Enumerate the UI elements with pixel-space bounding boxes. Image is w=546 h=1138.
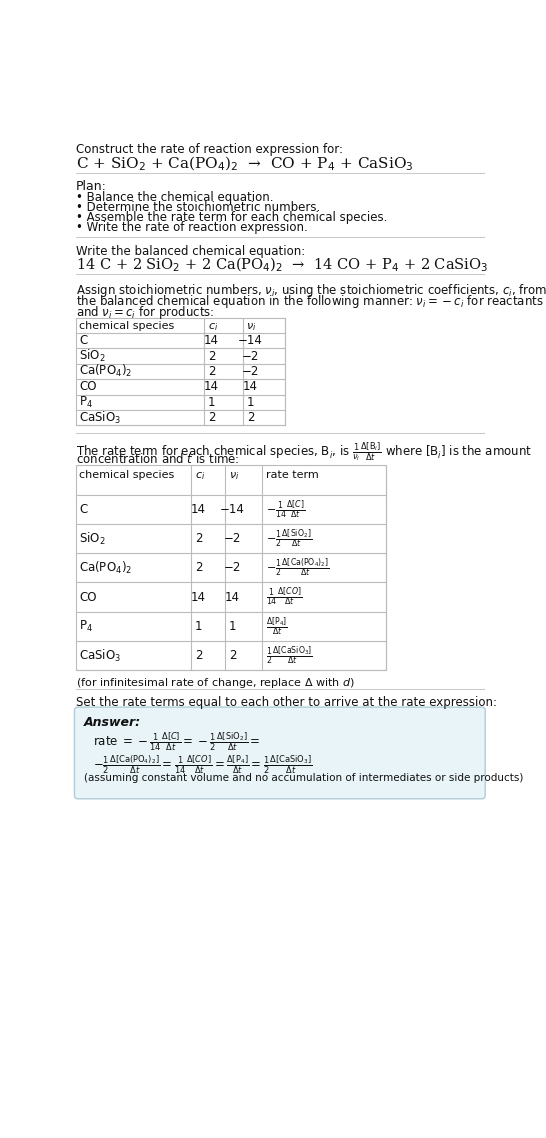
Text: rate term: rate term bbox=[266, 470, 319, 480]
Text: C: C bbox=[79, 503, 87, 516]
Text: 14: 14 bbox=[191, 503, 206, 516]
Text: $\frac{1}{14}\frac{\Delta[CO]}{\Delta t}$: $\frac{1}{14}\frac{\Delta[CO]}{\Delta t}… bbox=[266, 586, 302, 609]
Text: SiO$_2$: SiO$_2$ bbox=[79, 348, 105, 364]
Text: $\nu_i$: $\nu_i$ bbox=[246, 321, 257, 333]
Text: and $\nu_i = c_i$ for products:: and $\nu_i = c_i$ for products: bbox=[76, 304, 215, 321]
Text: • Write the rate of reaction expression.: • Write the rate of reaction expression. bbox=[76, 221, 308, 234]
Text: the balanced chemical equation in the following manner: $\nu_i = -c_i$ for react: the balanced chemical equation in the fo… bbox=[76, 292, 544, 310]
Text: rate $= -\frac{1}{14}\frac{\Delta[C]}{\Delta t} = -\frac{1}{2}\frac{\Delta[\math: rate $= -\frac{1}{14}\frac{\Delta[C]}{\D… bbox=[93, 731, 260, 752]
Text: $-\frac{1}{2}\frac{\Delta[\mathrm{Ca(PO}_4)_2]}{\Delta t} = \frac{1}{14}\frac{\D: $-\frac{1}{2}\frac{\Delta[\mathrm{Ca(PO}… bbox=[93, 753, 313, 776]
Text: Assign stoichiometric numbers, $\nu_i$, using the stoichiometric coefficients, $: Assign stoichiometric numbers, $\nu_i$, … bbox=[76, 282, 546, 299]
Text: −2: −2 bbox=[224, 531, 241, 545]
Text: 14: 14 bbox=[204, 335, 219, 347]
Bar bbox=[76, 318, 285, 426]
Text: CO: CO bbox=[79, 380, 97, 394]
Text: CO: CO bbox=[79, 591, 97, 603]
Text: 14 C + 2 SiO$_2$ + 2 Ca(PO$_4$)$_2$  →  14 CO + P$_4$ + 2 CaSiO$_3$: 14 C + 2 SiO$_2$ + 2 Ca(PO$_4$)$_2$ → 14… bbox=[76, 256, 488, 274]
Text: $c_i$: $c_i$ bbox=[207, 321, 218, 333]
Text: 14: 14 bbox=[225, 591, 240, 603]
Text: CaSiO$_3$: CaSiO$_3$ bbox=[79, 410, 121, 426]
Text: 1: 1 bbox=[195, 620, 202, 633]
Text: • Determine the stoichiometric numbers.: • Determine the stoichiometric numbers. bbox=[76, 201, 321, 214]
Text: 2: 2 bbox=[195, 561, 202, 575]
Text: Ca(PO$_4$)$_2$: Ca(PO$_4$)$_2$ bbox=[79, 560, 132, 576]
Text: 2: 2 bbox=[208, 365, 215, 378]
Text: Set the rate terms equal to each other to arrive at the rate expression:: Set the rate terms equal to each other t… bbox=[76, 696, 497, 709]
Text: 14: 14 bbox=[204, 380, 219, 394]
Text: P$_4$: P$_4$ bbox=[79, 395, 93, 410]
Text: 2: 2 bbox=[195, 531, 202, 545]
Text: −2: −2 bbox=[242, 349, 259, 363]
Text: $c_i$: $c_i$ bbox=[194, 470, 205, 481]
Text: −2: −2 bbox=[224, 561, 241, 575]
Text: P$_4$: P$_4$ bbox=[79, 619, 93, 634]
FancyBboxPatch shape bbox=[74, 707, 485, 799]
Text: 2: 2 bbox=[229, 649, 236, 662]
Text: $-\frac{1}{2}\frac{\Delta[\mathrm{Ca(PO}_4)_2]}{\Delta t}$: $-\frac{1}{2}\frac{\Delta[\mathrm{Ca(PO}… bbox=[266, 556, 330, 579]
Text: 2: 2 bbox=[208, 349, 215, 363]
Text: $\frac{1}{2}\frac{\Delta[\mathrm{CaSiO}_3]}{\Delta t}$: $\frac{1}{2}\frac{\Delta[\mathrm{CaSiO}_… bbox=[266, 644, 313, 667]
Text: Write the balanced chemical equation:: Write the balanced chemical equation: bbox=[76, 245, 305, 258]
Text: 14: 14 bbox=[191, 591, 206, 603]
Text: 14: 14 bbox=[243, 380, 258, 394]
Text: (for infinitesimal rate of change, replace Δ with $d$): (for infinitesimal rate of change, repla… bbox=[76, 676, 355, 691]
Text: chemical species: chemical species bbox=[79, 470, 174, 480]
Text: $\nu_i$: $\nu_i$ bbox=[229, 470, 239, 481]
Text: −14: −14 bbox=[220, 503, 245, 516]
Text: $-\frac{1}{2}\frac{\Delta[\mathrm{SiO}_2]}{\Delta t}$: $-\frac{1}{2}\frac{\Delta[\mathrm{SiO}_2… bbox=[266, 527, 312, 550]
Text: • Assemble the rate term for each chemical species.: • Assemble the rate term for each chemic… bbox=[76, 212, 387, 224]
Text: Plan:: Plan: bbox=[76, 181, 107, 193]
Text: 2: 2 bbox=[247, 411, 254, 424]
Text: The rate term for each chemical species, B$_i$, is $\frac{1}{\nu_i}\frac{\Delta[: The rate term for each chemical species,… bbox=[76, 440, 532, 463]
Text: • Balance the chemical equation.: • Balance the chemical equation. bbox=[76, 191, 274, 204]
Text: 2: 2 bbox=[195, 649, 202, 662]
Text: SiO$_2$: SiO$_2$ bbox=[79, 530, 105, 546]
Text: 1: 1 bbox=[208, 396, 215, 409]
Text: Answer:: Answer: bbox=[84, 716, 141, 729]
Bar bbox=[76, 465, 386, 670]
Text: (assuming constant volume and no accumulation of intermediates or side products): (assuming constant volume and no accumul… bbox=[84, 774, 523, 783]
Text: −14: −14 bbox=[238, 335, 263, 347]
Text: $-\frac{1}{14}\frac{\Delta[C]}{\Delta t}$: $-\frac{1}{14}\frac{\Delta[C]}{\Delta t}… bbox=[266, 497, 305, 521]
Text: 1: 1 bbox=[229, 620, 236, 633]
Text: CaSiO$_3$: CaSiO$_3$ bbox=[79, 648, 121, 663]
Text: 1: 1 bbox=[247, 396, 254, 409]
Text: $\frac{\Delta[\mathrm{P}_4]}{\Delta t}$: $\frac{\Delta[\mathrm{P}_4]}{\Delta t}$ bbox=[266, 615, 288, 637]
Text: 2: 2 bbox=[208, 411, 215, 424]
Text: chemical species: chemical species bbox=[79, 321, 174, 331]
Text: Construct the rate of reaction expression for:: Construct the rate of reaction expressio… bbox=[76, 142, 343, 156]
Text: C + SiO$_2$ + Ca(PO$_4$)$_2$  →  CO + P$_4$ + CaSiO$_3$: C + SiO$_2$ + Ca(PO$_4$)$_2$ → CO + P$_4… bbox=[76, 155, 414, 173]
Text: −2: −2 bbox=[242, 365, 259, 378]
Text: Ca(PO$_4$)$_2$: Ca(PO$_4$)$_2$ bbox=[79, 363, 132, 379]
Text: concentration and $t$ is time:: concentration and $t$ is time: bbox=[76, 452, 240, 467]
Text: C: C bbox=[79, 335, 87, 347]
